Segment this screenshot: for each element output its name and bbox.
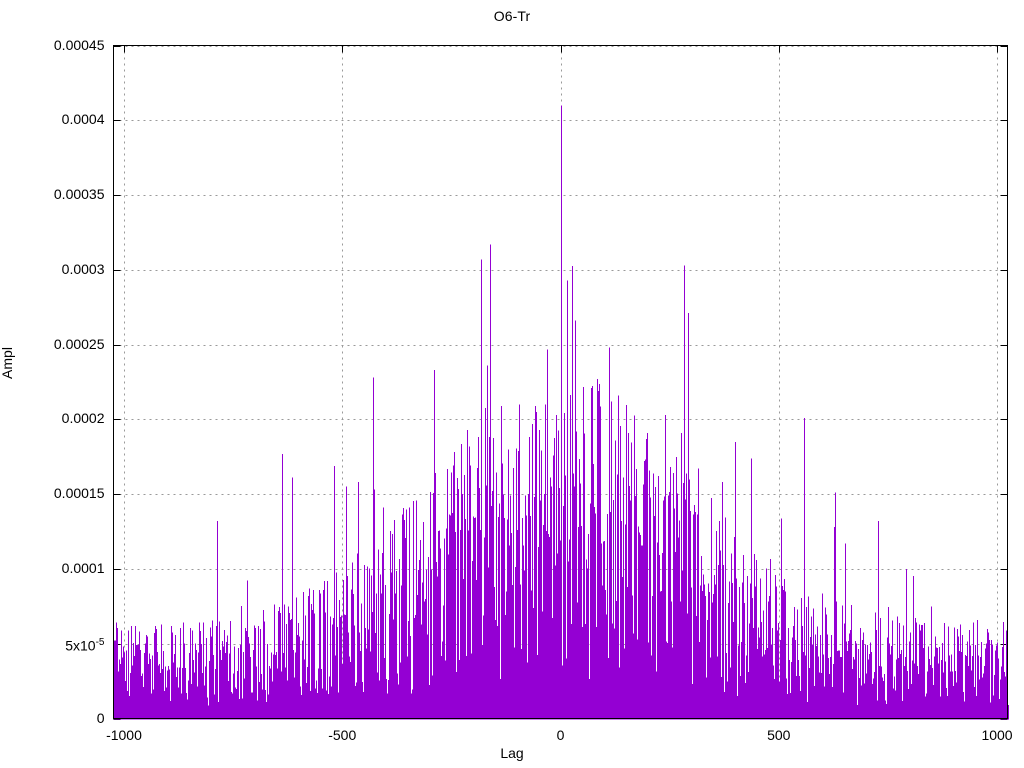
data-series-impulses <box>114 105 1009 720</box>
x-axis-label: Lag <box>500 745 524 761</box>
impulse-path <box>114 105 1009 720</box>
y-tick-label: 0.0003 <box>61 260 105 277</box>
y-tick-label: 0.00015 <box>53 485 105 502</box>
plot-border <box>113 45 1008 719</box>
y-tick-label: 0.0004 <box>61 111 105 128</box>
y-tick-label: 0.00025 <box>53 335 105 352</box>
y-tick-label: 0.00035 <box>53 186 105 203</box>
y-tick-label: 0.0002 <box>61 410 105 427</box>
gridlines <box>113 45 1008 719</box>
x-tick-label: 1000 <box>981 726 1013 743</box>
x-tick-label: 500 <box>767 726 791 743</box>
x-tick-label: 0 <box>556 726 565 743</box>
y-tick-label: 5x10-5 <box>65 636 105 654</box>
chart-title: O6-Tr <box>493 8 531 24</box>
y-tick-label: 0.0001 <box>61 559 105 576</box>
y-tick-label: 0.00045 <box>53 36 105 53</box>
y-tick-label: 0 <box>96 709 105 726</box>
x-tick-label: -1000 <box>106 726 142 743</box>
x-tick-label: -500 <box>328 726 357 743</box>
